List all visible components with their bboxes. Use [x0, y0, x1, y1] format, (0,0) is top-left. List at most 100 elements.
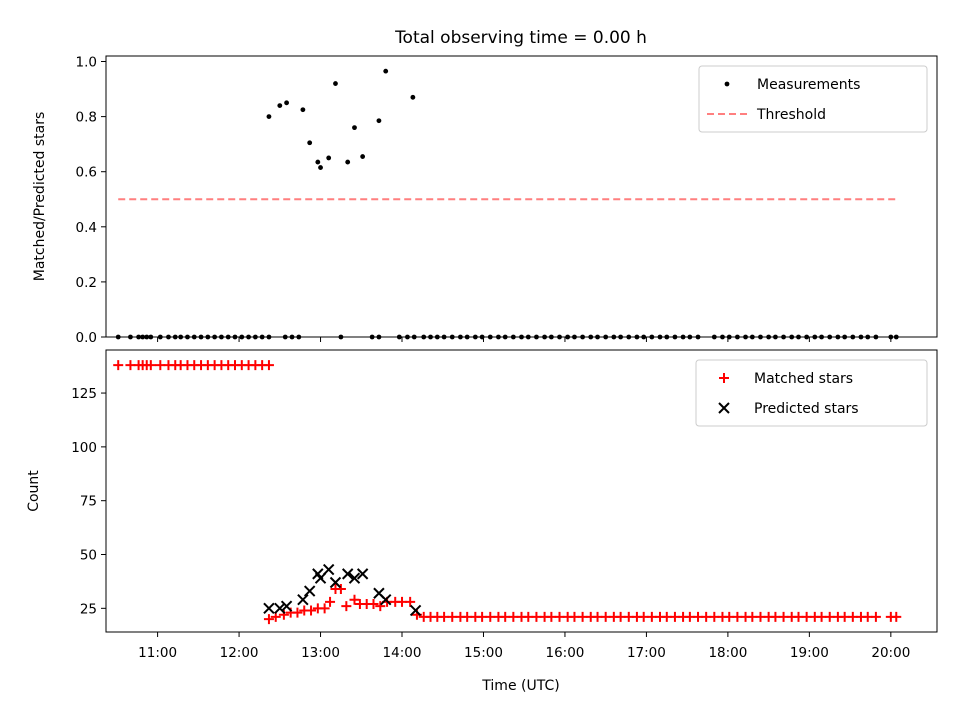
data-point [191, 334, 197, 340]
x-tick-label: 11:00 [138, 645, 177, 661]
legend-swatch [719, 373, 729, 383]
y-tick-label: 25 [80, 601, 97, 617]
data-point [726, 334, 732, 340]
data-point [303, 585, 316, 597]
chart-title: Total observing time = 0.00 h [394, 28, 647, 48]
data-point [842, 334, 848, 340]
data-point [326, 155, 332, 161]
data-point [144, 334, 150, 340]
data-point [464, 334, 470, 340]
data-point [289, 334, 295, 340]
data-point [410, 94, 416, 100]
x-tick-label: 20:00 [871, 645, 910, 661]
data-point [487, 334, 493, 340]
data-point [349, 594, 360, 605]
data-point [421, 334, 427, 340]
data-point [259, 334, 265, 340]
series-measurements [115, 68, 899, 340]
data-point [284, 100, 289, 106]
data-point [428, 334, 433, 340]
data-point [634, 334, 640, 340]
data-point [749, 334, 755, 340]
y-tick-label: 1.0 [76, 55, 97, 71]
data-point [113, 360, 124, 371]
data-point [657, 334, 663, 340]
data-point [185, 334, 190, 340]
data-point [618, 334, 624, 340]
data-point [773, 334, 778, 340]
legend-label: Threshold [756, 107, 826, 123]
data-point [263, 614, 274, 625]
legend-box [698, 65, 928, 133]
data-point [369, 334, 375, 340]
data-point [588, 334, 594, 340]
data-point [383, 68, 389, 74]
data-point [893, 334, 899, 340]
legend-label: Measurements [757, 77, 860, 93]
data-point [664, 334, 670, 340]
data-point [157, 334, 163, 340]
data-point [835, 334, 841, 340]
x-tick-label: 18:00 [708, 645, 747, 661]
y-axis-label: Matched/Predicted stars [32, 112, 48, 282]
data-point [479, 334, 485, 340]
x-axis-label: Time (UTC) [481, 678, 559, 694]
legend-label: Predicted stars [754, 401, 859, 417]
data-point [711, 334, 717, 340]
data-point [225, 334, 231, 340]
data-point [297, 594, 309, 606]
y-tick-label: 0.0 [76, 330, 97, 346]
data-point [300, 107, 306, 113]
data-point [341, 601, 352, 612]
data-point [375, 601, 386, 612]
top-panel: 0.0 0.2 0.4 0.6 0.8 1.0 Matched/Predicted star… [32, 55, 938, 346]
data-point [827, 334, 833, 340]
data-point [405, 596, 416, 607]
data-point [796, 334, 801, 340]
data-point [148, 334, 154, 340]
legend-box [695, 359, 928, 427]
data-point [140, 334, 146, 340]
y-tick-label: 0.2 [76, 275, 97, 291]
data-point [348, 572, 361, 584]
series-matched-stars [113, 360, 902, 625]
x-tick-label: 17:00 [627, 645, 666, 661]
data-point [766, 334, 772, 340]
data-point [277, 103, 283, 108]
data-point [212, 334, 218, 340]
data-point [534, 334, 539, 340]
data-point [850, 334, 856, 340]
data-point [472, 334, 478, 340]
data-point [263, 360, 274, 371]
data-point [641, 334, 647, 340]
data-point [457, 334, 463, 340]
data-point [318, 165, 323, 170]
y-tick-label: 125 [71, 386, 97, 402]
data-point [873, 334, 879, 340]
data-point [172, 334, 178, 340]
data-point [672, 334, 678, 340]
y-tick-label: 50 [80, 548, 97, 564]
data-point [136, 334, 141, 340]
data-point [319, 603, 330, 614]
data-point [292, 607, 303, 618]
data-point [380, 594, 392, 606]
y-tick-label: 100 [71, 440, 97, 456]
data-point [341, 568, 354, 580]
legend: Matched stars Predicted stars [695, 359, 928, 427]
data-point [409, 604, 422, 617]
data-point [542, 334, 547, 340]
data-point [572, 334, 577, 340]
data-point [376, 118, 382, 124]
legend-swatch [724, 81, 730, 87]
legend-label: Matched stars [754, 371, 853, 387]
data-point [519, 334, 524, 340]
data-point [145, 360, 156, 371]
data-point [695, 334, 701, 340]
data-point [178, 334, 184, 340]
x-tick-label: 19:00 [790, 645, 829, 661]
data-point [434, 334, 440, 340]
data-point [525, 334, 531, 340]
series-predicted-stars [263, 563, 422, 617]
